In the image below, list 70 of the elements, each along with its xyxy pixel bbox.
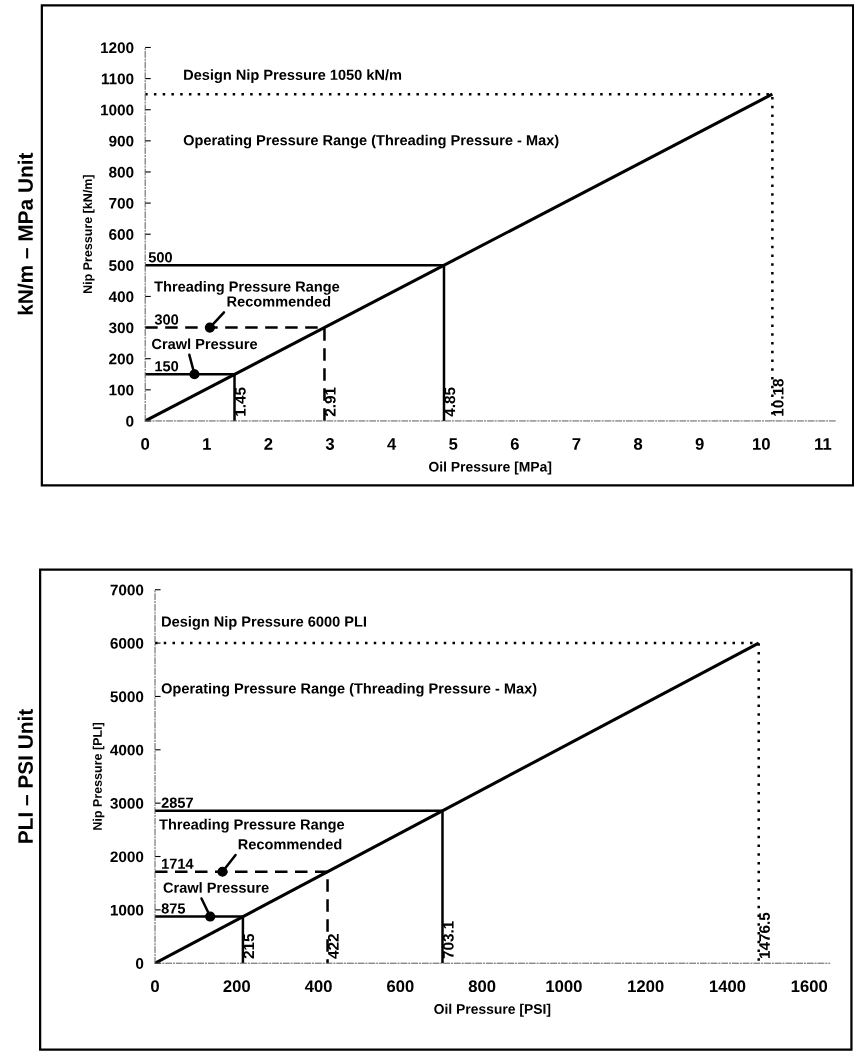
y-tick-label: 800 <box>109 166 134 178</box>
y-tick-label: 1000 <box>110 904 144 916</box>
annotation: 703.1 <box>442 921 454 959</box>
annotation: Crawl Pressure <box>152 338 258 350</box>
annotation: Design Nip Pressure 1050 kN/m <box>184 69 402 83</box>
text: kN/m – MPa Unit <box>17 152 34 315</box>
x-tick-label: 600 <box>387 980 414 993</box>
y-tick-label: 600 <box>109 229 134 240</box>
y-tick-label: 5000 <box>110 691 144 703</box>
y-tick-label: 4000 <box>110 744 144 756</box>
annotation: Threading Pressure Range <box>154 281 340 295</box>
annotation: 422 <box>327 934 339 959</box>
annotation: Threading Pressure Range <box>159 818 345 833</box>
x-tick-label: 2 <box>264 438 273 450</box>
x-tick-label: 0 <box>151 980 159 993</box>
y-tick-label: 500 <box>109 260 134 272</box>
x-tick-label: 1 <box>203 438 211 450</box>
annotation: 1476.5 <box>759 912 770 959</box>
annotation: Recommended <box>227 295 331 307</box>
annotation: 1714 <box>162 858 194 869</box>
annotation: 875 <box>161 903 186 914</box>
y-tick-label: 300 <box>108 322 134 334</box>
y-tick-label: 7000 <box>110 584 144 596</box>
x-tick-label: 800 <box>468 980 496 993</box>
x-tick-label: 4 <box>387 438 397 450</box>
y-tick-label: 200 <box>109 353 134 365</box>
annotation: Design Nip Pressure 6000 PLI <box>162 616 366 630</box>
annotation: Operating Pressure Range (Threading Pressure - Max) <box>183 134 559 149</box>
x-tick-label: 1000 <box>546 980 582 993</box>
annotation: 1.45 <box>235 387 246 416</box>
x-tick-label: 3 <box>325 438 335 450</box>
x-tick-label: 200 <box>223 980 250 993</box>
y-axis-title: Nip Pressure [PLI] <box>92 723 105 830</box>
annotation: 2857 <box>161 797 193 808</box>
x-tick-label: 9 <box>695 438 704 450</box>
x-tick-label: 7 <box>572 438 581 450</box>
y-tick-label: 3000 <box>110 798 144 809</box>
annotation: 10.18 <box>772 378 784 416</box>
x-tick-label: 400 <box>304 980 332 993</box>
y-tick-label: 100 <box>109 384 134 396</box>
annotation: 4.85 <box>444 387 456 417</box>
y-tick-label: 900 <box>109 135 134 147</box>
x-tick-label: 6 <box>510 438 519 450</box>
annotation: Crawl Pressure <box>163 882 269 893</box>
x-tick-label: 1600 <box>791 980 828 993</box>
y-axis-title: Nip Pressure [kN/m] <box>82 175 95 294</box>
x-axis-title: Oil Pressure [PSI] <box>434 1003 551 1017</box>
x-tick-label: 1200 <box>628 980 664 993</box>
annotation: 500 <box>148 252 172 263</box>
annotation: 150 <box>155 361 179 372</box>
annotation: 300 <box>154 314 179 325</box>
y-tick-label: 400 <box>108 291 134 303</box>
annotation: Operating Pressure Range (Threading Pressure - Max) <box>161 682 537 697</box>
y-tick-label: 0 <box>126 415 134 427</box>
x-tick-label: 1400 <box>709 980 746 993</box>
y-tick-label: 2000 <box>110 851 144 863</box>
y-tick-label: 1200 <box>101 42 134 54</box>
y-tick-label: 1100 <box>101 73 134 85</box>
y-tick-label: 0 <box>136 958 144 969</box>
x-axis-title: Oil Pressure [MPa] <box>429 461 552 475</box>
y-tick-label: 700 <box>109 197 134 209</box>
y-tick-label: 1000 <box>101 104 134 116</box>
x-tick-label: 10 <box>753 438 770 450</box>
x-tick-label: 5 <box>449 438 458 450</box>
y-tick-label: 6000 <box>110 637 144 649</box>
x-tick-label: 11 <box>815 438 832 450</box>
annotation: 2.91 <box>324 387 336 417</box>
text: PLI – PSI Unit <box>17 709 33 843</box>
annotation: Recommended <box>238 838 342 850</box>
x-tick-label: 8 <box>633 438 643 450</box>
